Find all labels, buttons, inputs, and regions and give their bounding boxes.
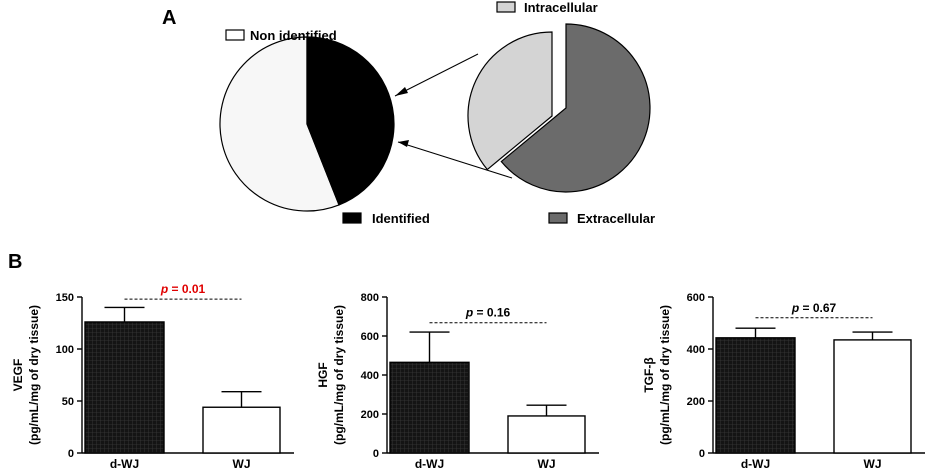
tgf-y-tick-label-200: 200 (687, 396, 705, 408)
vegf-p-value: p = 0.01 (160, 282, 206, 296)
hgf-y-axis-unit: (pg/mL/mg of dry tissue) (332, 305, 346, 445)
pie-chart-identified (219, 36, 395, 212)
legend-label-intracellular: Intracellular (524, 0, 598, 15)
hgf-y-axis-title: HGF (316, 362, 330, 387)
pie-slice-extracellular (500, 23, 651, 193)
tgf-p-symbol: p (791, 301, 799, 315)
tgf-y-tick-label-0: 0 (699, 448, 705, 460)
hgf-p-symbol: p (465, 306, 473, 320)
legend-swatch-non-identified (225, 29, 245, 41)
pie-slice-identified (306, 36, 395, 206)
hgf-y-tick-label-0: 0 (373, 448, 379, 460)
vegf-category-label-wj: WJ (233, 457, 251, 471)
legend-identified: Identified (342, 211, 430, 226)
hgf-y-tick-label-800: 800 (361, 292, 379, 304)
panel-label-b: B (8, 251, 22, 273)
legend-label-identified: Identified (372, 211, 430, 226)
vegf-bar-wj (202, 406, 281, 454)
legend-label-extracellular: Extracellular (577, 211, 655, 226)
hgf-y-tick-label-600: 600 (361, 331, 379, 343)
hgf-y-tick-label-400: 400 (361, 370, 379, 382)
hgf-category-label-wj: WJ (538, 457, 556, 471)
tgf-p-value: p = 0.67 (791, 301, 837, 315)
hgf-p-number: = 0.16 (473, 306, 510, 320)
connector-arrows (394, 53, 513, 179)
vegf-bar-d-wj (84, 321, 165, 454)
tgf-bar-wj (833, 339, 912, 454)
hgf-bar-d-wj (389, 361, 470, 454)
hgf-bar-wj (507, 415, 586, 454)
hgf-category-label-d-wj: d-WJ (415, 457, 444, 471)
arrowhead-lower (398, 140, 409, 147)
vegf-p-symbol: p (160, 282, 168, 296)
pie-chart-localization (467, 23, 651, 193)
tgf-category-label-wj: WJ (864, 457, 882, 471)
legend-non-identified: Non identified (225, 28, 337, 43)
vegf-y-tick-label-150: 150 (56, 292, 74, 304)
legend-swatch-intracellular (496, 1, 516, 13)
vegf-y-axis-title: VEGF (11, 359, 25, 392)
pie-slice-non-identified (219, 36, 340, 212)
legend-label-non-identified: Non identified (250, 28, 337, 43)
vegf-y-tick-label-50: 50 (62, 396, 74, 408)
vegf-category-label-d-wj: d-WJ (110, 457, 139, 471)
arrow-lower (397, 141, 513, 179)
legend-swatch-extracellular (548, 212, 568, 224)
vegf-y-axis-unit: (pg/mL/mg of dry tissue) (27, 305, 41, 445)
bar-chart-tgf: 0 200 400 600 d-WJ WJ p = 0.67 TGF-β (pg/mL/mg o… (642, 292, 925, 471)
legend-extracellular: Extracellular (548, 211, 655, 226)
tgf-bar-d-wj (715, 337, 796, 454)
arrowhead-upper (395, 87, 408, 96)
hgf-y-tick-label-200: 200 (361, 409, 379, 421)
vegf-y-tick-label-0: 0 (68, 448, 74, 460)
tgf-y-tick-label-600: 600 (687, 292, 705, 304)
legend-intracellular: Intracellular (496, 0, 598, 15)
legend-swatch-identified (342, 212, 362, 224)
hgf-p-value: p = 0.16 (465, 306, 511, 320)
vegf-p-number: = 0.01 (168, 282, 205, 296)
bar-chart-vegf: 0 50 100 150 d-WJ WJ p = 0.01 VEGF (pg/mL/mg of … (11, 282, 294, 471)
tgf-y-axis-unit: (pg/mL/mg of dry tissue) (658, 305, 672, 445)
tgf-p-number: = 0.67 (799, 301, 836, 315)
tgf-y-axis-title: TGF-β (642, 357, 656, 392)
pie-slice-intracellular (467, 31, 553, 171)
tgf-category-label-d-wj: d-WJ (741, 457, 770, 471)
panel-label-a: A (162, 7, 176, 29)
tgf-y-tick-label-400: 400 (687, 344, 705, 356)
arrow-upper (394, 53, 479, 97)
bar-chart-hgf: 0 200 400 600 800 d-WJ WJ p = 0.16 HGF (pg/mL/mg … (316, 292, 599, 471)
vegf-y-tick-label-100: 100 (56, 344, 74, 356)
